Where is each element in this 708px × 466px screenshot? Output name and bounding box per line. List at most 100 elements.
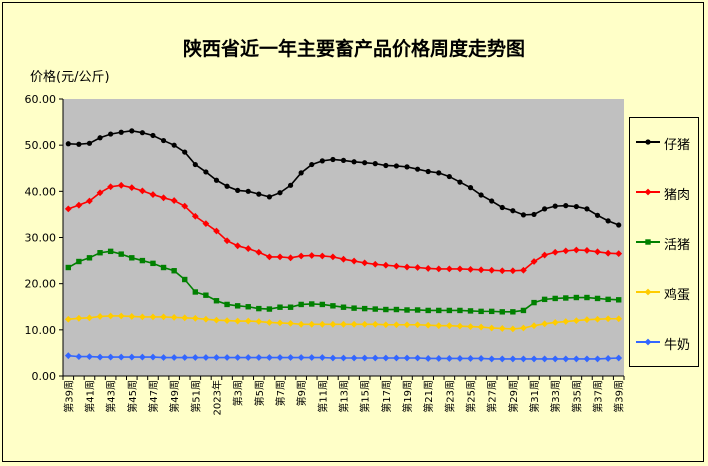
data-point: [361, 354, 369, 362]
data-point: [340, 354, 347, 362]
data-point: [583, 355, 591, 363]
data-point: [319, 158, 325, 164]
data-point: [350, 354, 358, 362]
data-point: [223, 354, 231, 361]
x-tick-label: 第51周: [189, 380, 202, 413]
data-point: [75, 353, 83, 361]
data-point: [552, 295, 558, 302]
data-point: [403, 354, 411, 362]
data-point: [86, 353, 93, 361]
x-tick-label: 第41周: [83, 380, 96, 413]
legend-marker-shape: [644, 338, 652, 346]
data-point: [371, 320, 379, 328]
y-tick-label: 0.00: [32, 370, 57, 383]
data-point: [478, 308, 484, 315]
data-point: [266, 306, 273, 312]
x-tick-label: 2023年: [210, 380, 223, 415]
data-point: [224, 301, 230, 308]
data-point: [551, 355, 559, 363]
data-point: [393, 354, 400, 362]
data-point: [129, 128, 135, 134]
data-point: [351, 159, 357, 165]
data-point: [573, 294, 580, 301]
data-point: [309, 301, 315, 307]
x-tick-label: 第23周: [443, 380, 456, 413]
data-point: [403, 263, 411, 271]
legend-label: 活猪: [664, 238, 691, 253]
legend-marker-shape: [644, 188, 652, 196]
data-point: [340, 157, 347, 164]
data-point: [445, 322, 453, 330]
series-group: [64, 312, 623, 333]
y-axis: 0.00 10.00 20.00 30.00 40.00 50.00 60.00: [25, 93, 64, 383]
data-point: [181, 314, 189, 322]
data-point: [129, 255, 135, 261]
data-point: [149, 313, 157, 321]
data-point: [160, 194, 167, 202]
data-point: [382, 321, 390, 329]
data-point: [445, 355, 453, 362]
data-point: [75, 201, 83, 209]
data-point: [182, 149, 188, 155]
legend-item: 猪肉: [630, 182, 700, 203]
data-point: [244, 354, 252, 361]
data-point: [160, 354, 167, 361]
data-point: [213, 227, 220, 235]
data-point: [308, 320, 316, 328]
data-point: [118, 129, 124, 135]
data-point: [182, 276, 188, 283]
x-tick-label: 第21周: [422, 380, 435, 413]
data-point: [64, 352, 72, 360]
data-point: [255, 318, 263, 325]
legend-marker-shape: [644, 288, 652, 296]
data-point: [425, 307, 431, 314]
data-point: [181, 202, 189, 210]
legend-item: 牛奶: [630, 332, 700, 353]
data-point: [520, 266, 527, 274]
data-point: [170, 313, 178, 321]
data-point: [297, 320, 305, 328]
data-point: [499, 309, 505, 315]
data-point: [149, 191, 157, 198]
data-point: [498, 267, 506, 275]
legend-marker: [645, 239, 651, 245]
data-point: [107, 248, 114, 255]
data-point: [499, 204, 505, 211]
x-tick-label: 第29周: [507, 380, 520, 413]
x-tick-label: 第49周: [168, 380, 181, 413]
data-point: [277, 190, 283, 196]
data-point: [96, 189, 104, 197]
data-point: [223, 237, 231, 245]
x-tick-label: 第47周: [147, 380, 160, 413]
data-point: [488, 355, 496, 363]
series-group: [65, 248, 622, 315]
data-point: [509, 325, 517, 333]
legend-marker-shape: [645, 139, 651, 145]
data-point: [256, 305, 262, 312]
data-point: [107, 353, 115, 361]
data-point: [414, 166, 421, 172]
data-point: [308, 252, 316, 259]
data-point: [414, 264, 421, 271]
data-point: [551, 248, 559, 256]
data-point: [563, 203, 569, 209]
data-point: [489, 198, 495, 204]
data-point: [213, 354, 220, 361]
data-point: [531, 211, 537, 218]
data-point: [97, 250, 103, 256]
x-tick-label: 第25周: [465, 380, 478, 413]
data-point: [372, 306, 378, 312]
data-point: [117, 181, 125, 189]
data-point: [551, 319, 559, 326]
data-point: [181, 354, 189, 361]
data-point: [541, 296, 548, 303]
legend-item: 仔猪: [630, 132, 700, 153]
data-point: [276, 354, 284, 361]
data-point: [541, 251, 549, 259]
data-point: [477, 323, 485, 331]
x-tick-label: 第5周: [253, 380, 266, 406]
data-point: [456, 265, 464, 273]
data-point: [541, 320, 549, 328]
data-point: [520, 212, 527, 218]
data-point: [542, 206, 548, 212]
